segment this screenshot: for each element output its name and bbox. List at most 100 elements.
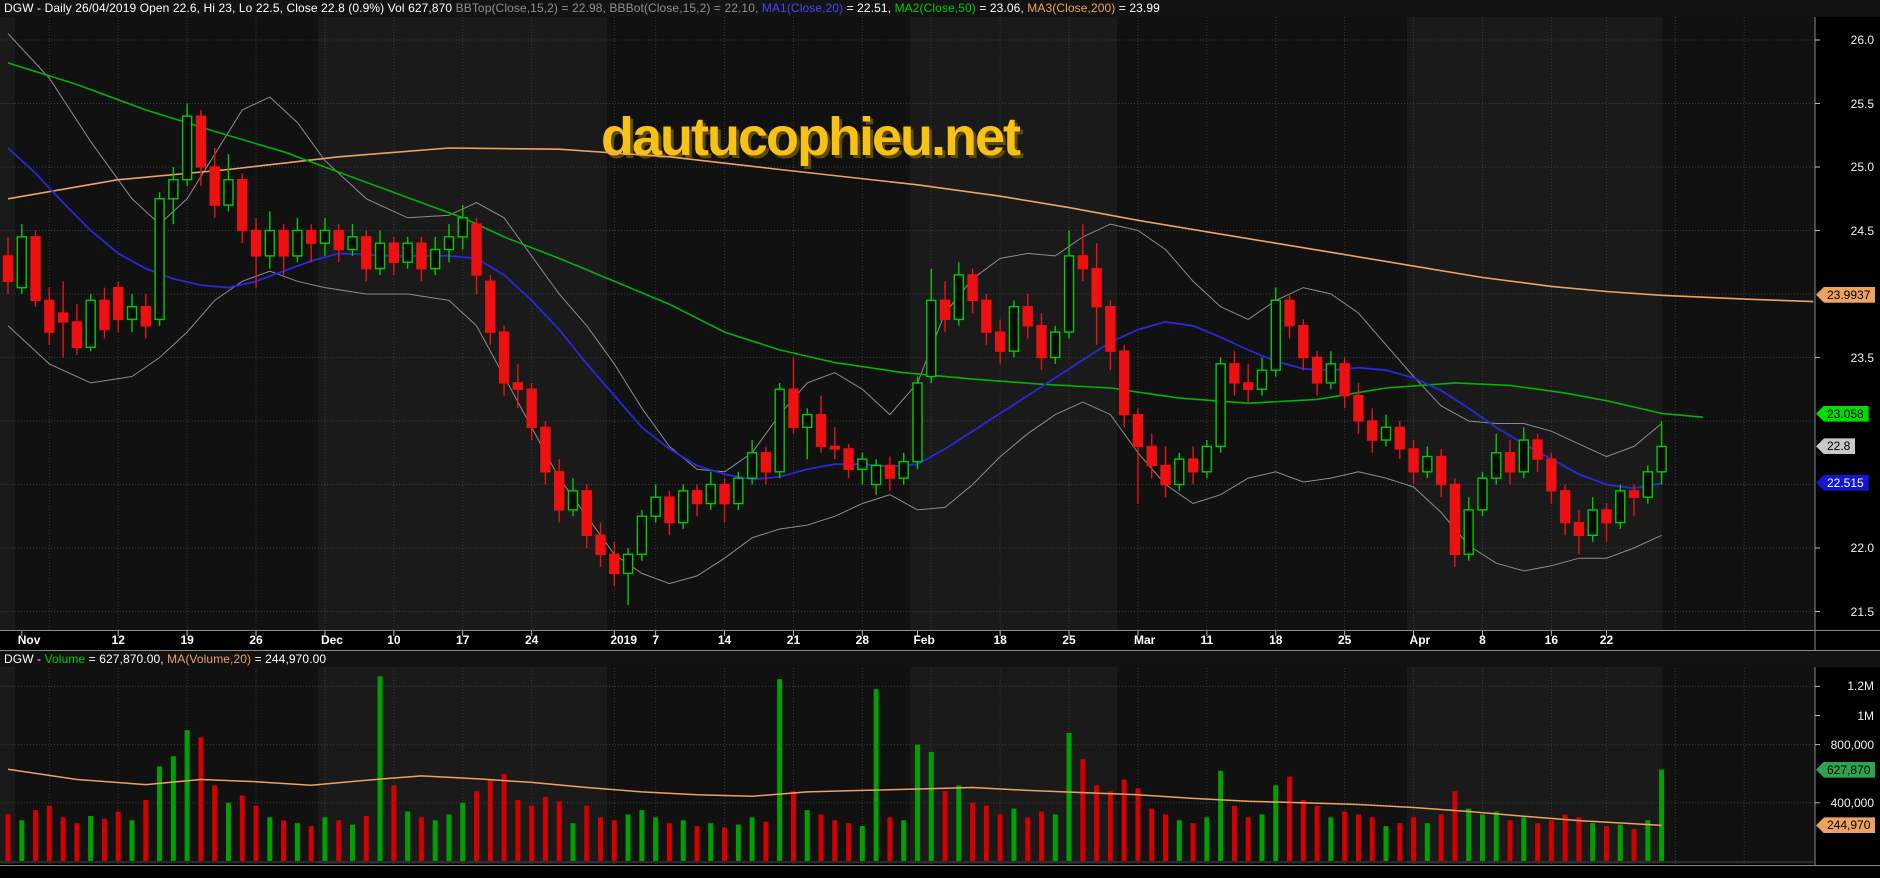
candle-body	[305, 229, 317, 244]
volume-bar	[1066, 732, 1072, 861]
date-axis-label[interactable]: 11	[1200, 633, 1214, 647]
volume-bar	[790, 791, 796, 861]
date-axis-label[interactable]: Mar	[1133, 633, 1156, 647]
date-axis-label[interactable]: 28	[855, 633, 870, 647]
candle-body	[829, 445, 840, 450]
volume-title-segment: = 244,970.00	[251, 652, 327, 666]
candle-body	[361, 236, 372, 270]
candle-body	[154, 198, 165, 321]
candle-body	[526, 388, 537, 429]
volume-bar	[914, 744, 920, 861]
volume-bar	[74, 823, 80, 861]
month-band	[0, 17, 15, 630]
volume-axis-label: 400,000	[1830, 795, 1874, 810]
date-axis-label[interactable]: 21	[786, 633, 801, 647]
volume-bar	[1107, 791, 1113, 861]
volume-value-badge: 627,870	[1816, 761, 1876, 778]
date-axis-label[interactable]: Apr	[1409, 633, 1431, 647]
date-axis-label[interactable]: 25	[1062, 633, 1076, 647]
volume-ma-line	[7, 768, 1662, 827]
volume-bar	[1548, 820, 1554, 861]
volume-bar	[88, 815, 94, 861]
candle-body	[1367, 420, 1378, 441]
volume-bar	[101, 818, 107, 861]
candle-body	[912, 382, 923, 463]
volume-bar	[1397, 823, 1403, 861]
volume-bar	[1273, 785, 1279, 861]
candle-body	[457, 217, 468, 238]
date-axis-label[interactable]: 14	[717, 633, 732, 647]
candle-body	[319, 229, 331, 244]
volume-bar	[708, 823, 714, 861]
date-axis-label[interactable]: 19	[180, 633, 194, 647]
date-axis-label[interactable]: Nov	[17, 633, 41, 647]
candle-body	[485, 280, 496, 333]
volume-bar	[928, 751, 934, 861]
volume-bar	[901, 820, 907, 861]
date-axis-label[interactable]: 12	[111, 633, 125, 647]
date-axis-label[interactable]: 8	[1479, 633, 1486, 647]
price-axis-label: 26.0	[1850, 33, 1874, 47]
date-axis-label[interactable]: Dec	[320, 633, 343, 647]
date-axis-label[interactable]: 25	[1337, 633, 1352, 647]
price-title-segment: = 23.06,	[975, 1, 1028, 15]
price-title-segment: MA1(Close,20)	[761, 1, 844, 15]
candle-body	[691, 490, 703, 505]
volume-bar	[1300, 799, 1306, 861]
candle-body	[1532, 439, 1543, 460]
date-axis-label[interactable]: 7	[652, 633, 659, 647]
candle-body	[1394, 426, 1405, 450]
candle-body	[292, 229, 303, 257]
volume-bar	[294, 823, 300, 861]
candle-body	[843, 448, 854, 470]
volume-bar	[1369, 817, 1375, 861]
volume-bar	[1355, 814, 1361, 861]
date-axis-label[interactable]: 18	[1269, 633, 1283, 647]
candle-body	[512, 382, 524, 390]
candle-body	[967, 274, 978, 302]
volume-title-segment: Volume	[44, 652, 86, 666]
ma50-line	[7, 62, 1703, 418]
date-axis-label[interactable]: Feb	[913, 633, 935, 647]
date-axis-label[interactable]: 17	[456, 633, 470, 647]
candle-body	[57, 312, 69, 323]
volume-bar	[1617, 824, 1623, 861]
candle-body	[1518, 439, 1530, 473]
candle-body	[1656, 445, 1667, 473]
candle-body	[1270, 299, 1281, 371]
candle-body	[140, 306, 152, 327]
date-axis-label[interactable]: 2019	[610, 633, 638, 647]
candle-body	[195, 115, 207, 168]
date-axis-label[interactable]: 18	[993, 633, 1007, 647]
date-axis-label[interactable]: 16	[1544, 633, 1559, 647]
volume-bar	[777, 679, 783, 861]
volume-bar	[1149, 808, 1155, 861]
volume-bar	[157, 766, 163, 861]
candle-body	[939, 299, 951, 321]
candle-body	[1546, 458, 1557, 492]
candle-body	[471, 223, 482, 276]
volume-bar	[184, 730, 190, 861]
volume-bar	[887, 817, 893, 861]
candle-body	[1615, 490, 1626, 524]
candle-body	[443, 236, 455, 251]
volume-bar	[639, 810, 645, 861]
candle-body	[1298, 325, 1309, 359]
bollinger-lower-line	[7, 270, 1662, 585]
candle-body	[774, 388, 785, 473]
date-axis-label[interactable]: 26	[249, 633, 263, 647]
candle-body	[1215, 363, 1226, 448]
date-axis-label[interactable]: 10	[387, 633, 401, 647]
candle-body	[1449, 483, 1461, 556]
volume-title-segment: MA(Volume,20)	[167, 652, 252, 666]
volume-title-segment: DGW -	[4, 652, 45, 666]
candle-body	[1242, 382, 1254, 390]
date-axis-label[interactable]: 24	[524, 633, 539, 647]
watermark-shadow: dautucophieu.net	[604, 110, 1024, 170]
volume-bar	[1493, 811, 1499, 861]
volume-bar	[1314, 805, 1320, 861]
volume-bar	[129, 820, 135, 861]
date-axis-label[interactable]: 22	[1599, 633, 1614, 647]
candle-body	[1036, 325, 1047, 359]
